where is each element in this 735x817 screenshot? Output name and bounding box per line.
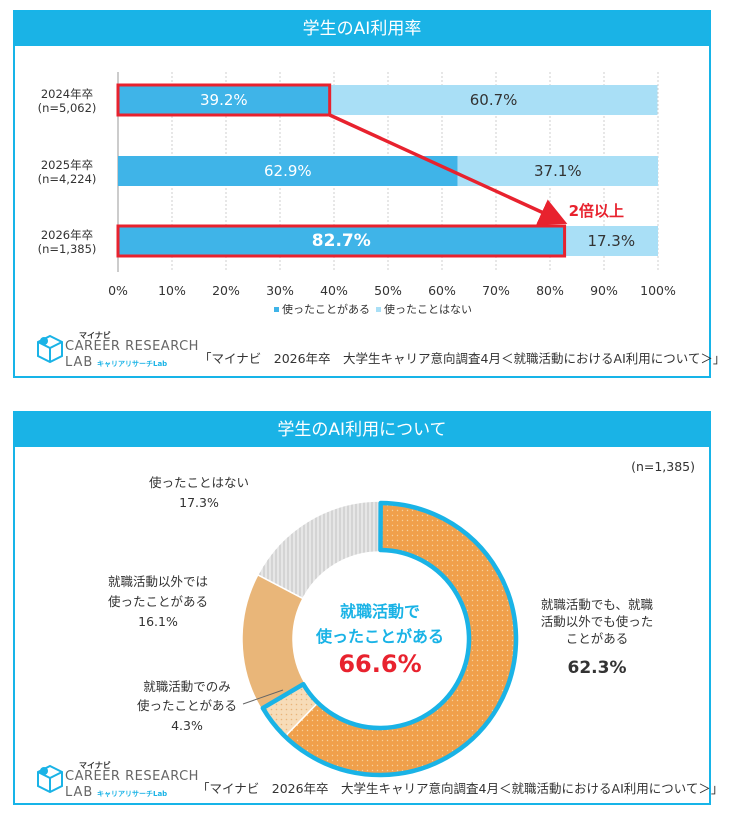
x-tick-label: 50% [374,283,402,298]
bar-segment [118,226,565,256]
data-label: 37.1% [534,162,582,180]
job-hunting-highlight-outline [260,500,519,778]
category-label: 2024年卒 [41,87,93,101]
data-label: 82.7% [312,231,371,251]
category-sample-label: (n=4,224) [38,172,97,186]
x-tick-label: 30% [266,283,294,298]
slice-label: 就職活動でのみ [143,679,231,694]
ai-usage-detail-panel: 学生のAI利用について 就職活動で 使ったことがある 66.6% (n=1,385) 就… [13,411,723,805]
category-sample-label: (n=5,062) [38,101,97,115]
bar-segment [118,156,458,186]
career-research-lab-logo: マイナビ CAREER RESEARCH LAB キャリアリサーチLab [35,330,198,374]
logo-brand-small: マイナビ [79,761,111,770]
category-label: 2025年卒 [41,158,93,172]
x-tick-label: 100% [640,283,676,298]
center-value: 66.6% [338,650,421,678]
bar-segment [457,156,658,186]
chart2-source: 「マイナビ 2026年卒 大学生キャリア意向調査4月＜就職活動におけるAI利用に… [197,781,724,796]
donut-chart: 就職活動で使ったことがある66.6%(n=1,385)就職活動でも、就職活動以外… [108,459,695,778]
chart1-title: 学生のAI利用率 [15,12,709,46]
data-label: 60.7% [470,91,518,109]
logo-brand-sub: キャリアリサーチLab [97,360,168,368]
x-tick-label: 40% [320,283,348,298]
slice-label: 使ったことはない [149,475,249,490]
sample-size-label: (n=1,385) [631,459,695,474]
x-tick-label: 60% [428,283,456,298]
career-research-lab-logo-2: マイナビ CAREER RESEARCH LAB キャリアリサーチLab [35,760,198,804]
cube-logo-icon [37,334,63,364]
legend-swatch [376,307,381,312]
x-tick-label: 0% [108,283,128,298]
logo-brand-small: マイナビ [79,331,111,340]
center-label-line1: 就職活動で [340,602,420,621]
legend-swatch [274,307,279,312]
highlight-box [116,224,567,258]
annotation-label: 2倍以上 [569,202,624,220]
bar-chart: 0% 10% 20% 30% 40% 50% 60% 70% 80% 90% 100% 39.2% 60… [38,72,676,316]
data-label: 17.3% [587,232,635,250]
center-label-line2: 使ったことがある [315,627,444,646]
increase-arrow [328,113,568,225]
logo-brand-lab: LAB [65,355,94,370]
slice-label: 活動以外でも使った [541,614,654,629]
slice-value: 62.3% [568,658,627,678]
slice-label: 使ったことがある [108,594,208,609]
highlight-box [116,83,332,117]
logo-brand-main: CAREER RESEARCH [65,769,199,784]
x-tick-label: 90% [590,283,618,298]
legend-label: 使ったことがある [282,302,370,316]
cube-logo-icon [37,764,63,794]
bar-segment [118,85,330,115]
legend-label: 使ったことはない [384,303,472,316]
slice-label: 就職活動でも、就職 [541,597,654,612]
data-label: 62.9% [264,162,312,180]
category-sample-label: (n=1,385) [38,242,97,256]
logo-brand-lab: LAB [65,785,94,800]
bar-segment [564,226,658,256]
x-tick-label: 10% [158,283,186,298]
slice-label: ことがある [566,631,629,646]
chart2-title: 学生のAI利用について [15,413,709,447]
x-tick-label: 70% [482,283,510,298]
donut-slice [256,500,381,600]
data-label: 39.2% [200,91,248,109]
ai-usage-rate-panel: 学生のAI利用率 0% 10% 20% 30% 40% 50% 60% 70% 80% 90% 10… [13,10,725,378]
x-tick-label: 20% [212,283,240,298]
slice-value: 4.3% [171,718,203,733]
slice-label: 就職活動以外では [108,574,208,589]
chart1-source: 「マイナビ 2026年卒 大学生キャリア意向調査4月＜就職活動におけるAI利用に… [199,351,726,366]
category-label: 2026年卒 [41,228,93,242]
x-tick-label: 80% [536,283,564,298]
bar-segment [329,85,658,115]
slice-value: 16.1% [138,614,178,629]
slice-label: 使ったことがある [137,698,237,713]
slice-value: 17.3% [179,495,219,510]
logo-brand-main: CAREER RESEARCH [65,339,199,354]
leader-line [242,689,284,705]
logo-brand-sub: キャリアリサーチLab [97,790,168,798]
